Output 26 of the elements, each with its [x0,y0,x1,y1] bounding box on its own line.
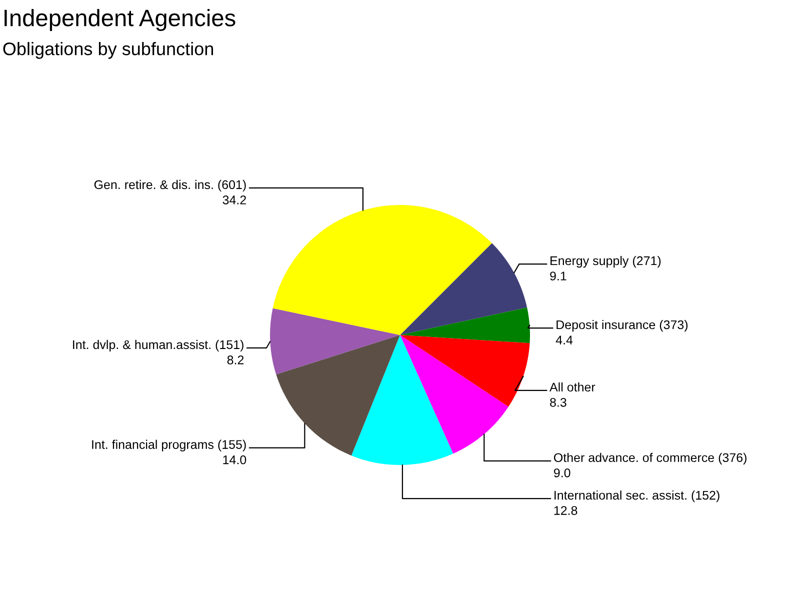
chart-title: Independent Agencies [4,9,236,32]
slice-label: Int. dvlp. & human.assist. (151) [73,340,244,352]
chart-subtitle: Obligations by subfunction [3,42,214,59]
data-label: 8.3 [550,398,566,407]
pie-slice [400,335,530,407]
data-label: 9.0 [554,468,570,478]
pie-slice [400,243,528,335]
pie-slice [270,308,400,374]
data-label: 8.2 [227,356,244,364]
slice-label: International sec. assist. (152) [554,490,720,502]
pie-slice [276,335,400,456]
slice-label: All other [550,382,596,392]
slice-label: Gen. retire. & dis. ins. (601) [94,180,246,192]
pie-slice [351,335,454,465]
slice-label: Energy supply (271) [550,256,661,268]
slice-label: Other advance. of commerce (376) [554,452,746,465]
slice-label: Int. financial programs (155) [92,440,246,452]
data-label: 14.0 [223,455,246,464]
pie-slice [400,307,530,344]
slice-label: Deposit insurance (373) [556,320,688,332]
data-label: 12.8 [554,506,578,515]
data-label: 4.4 [556,336,573,344]
data-label: 9.1 [550,272,566,280]
pie-slice [400,335,508,454]
pie-slice [272,205,492,335]
data-label: 34.2 [222,196,246,204]
